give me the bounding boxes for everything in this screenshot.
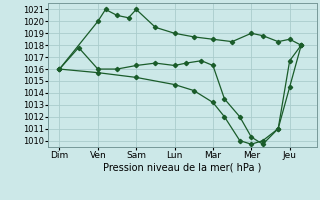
X-axis label: Pression niveau de la mer( hPa ): Pression niveau de la mer( hPa ) <box>103 163 261 173</box>
